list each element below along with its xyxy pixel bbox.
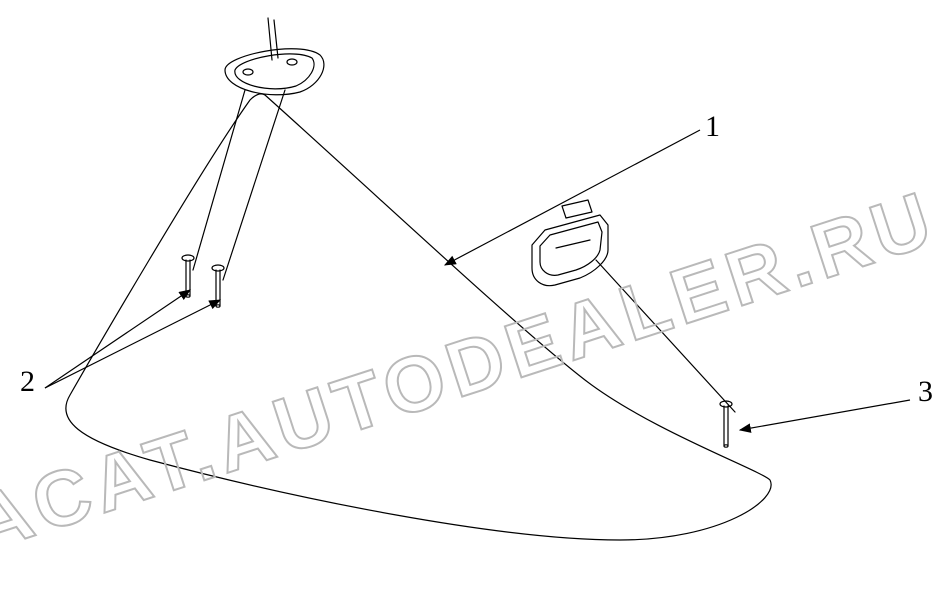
callout-label-2: 2 (20, 365, 35, 399)
callout-leader-3 (740, 400, 910, 430)
mounting-screw-right (720, 401, 732, 447)
callout-leader-2 (45, 290, 190, 388)
callout-label-1: 1 (705, 110, 720, 144)
retainer-clip-right (532, 200, 735, 412)
callout-leader-1 (445, 130, 700, 265)
callout-leader-2 (45, 300, 220, 388)
sun-visor-body (66, 94, 771, 540)
mounting-bracket-left (193, 18, 324, 280)
technical-drawing (0, 0, 950, 600)
callout-label-3: 3 (918, 375, 933, 409)
diagram-canvas: ACAT.AUTODEALER.RU 123 (0, 0, 950, 600)
